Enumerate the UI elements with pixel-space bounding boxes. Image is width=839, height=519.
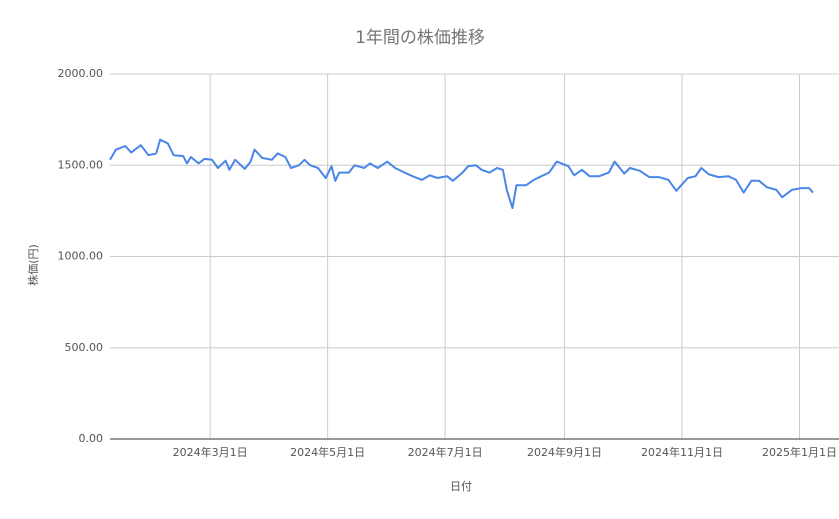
y-tick-label: 500.00 [65, 341, 104, 354]
x-tick-label: 2024年7月1日 [408, 445, 483, 459]
x-tick-label: 2024年9月1日 [527, 445, 602, 459]
x-tick-label: 2025年1月1日 [762, 445, 837, 459]
y-tick-label: 1000.00 [58, 250, 104, 263]
x-axis-label: 日付 [450, 480, 472, 493]
data-line [109, 138, 814, 210]
x-tick-label: 2024年5月1日 [290, 445, 365, 459]
chart-title: 1年間の株価推移 [355, 28, 485, 48]
x-tick-label: 2024年11月1日 [641, 445, 723, 459]
y-tick-label: 1500.00 [58, 158, 104, 171]
x-tick-label: 2024年3月1日 [173, 445, 248, 459]
y-tick-label: 0.00 [79, 432, 104, 445]
y-axis-label: 株価(円) [26, 244, 40, 286]
y-tick-label: 2000.00 [58, 67, 104, 80]
